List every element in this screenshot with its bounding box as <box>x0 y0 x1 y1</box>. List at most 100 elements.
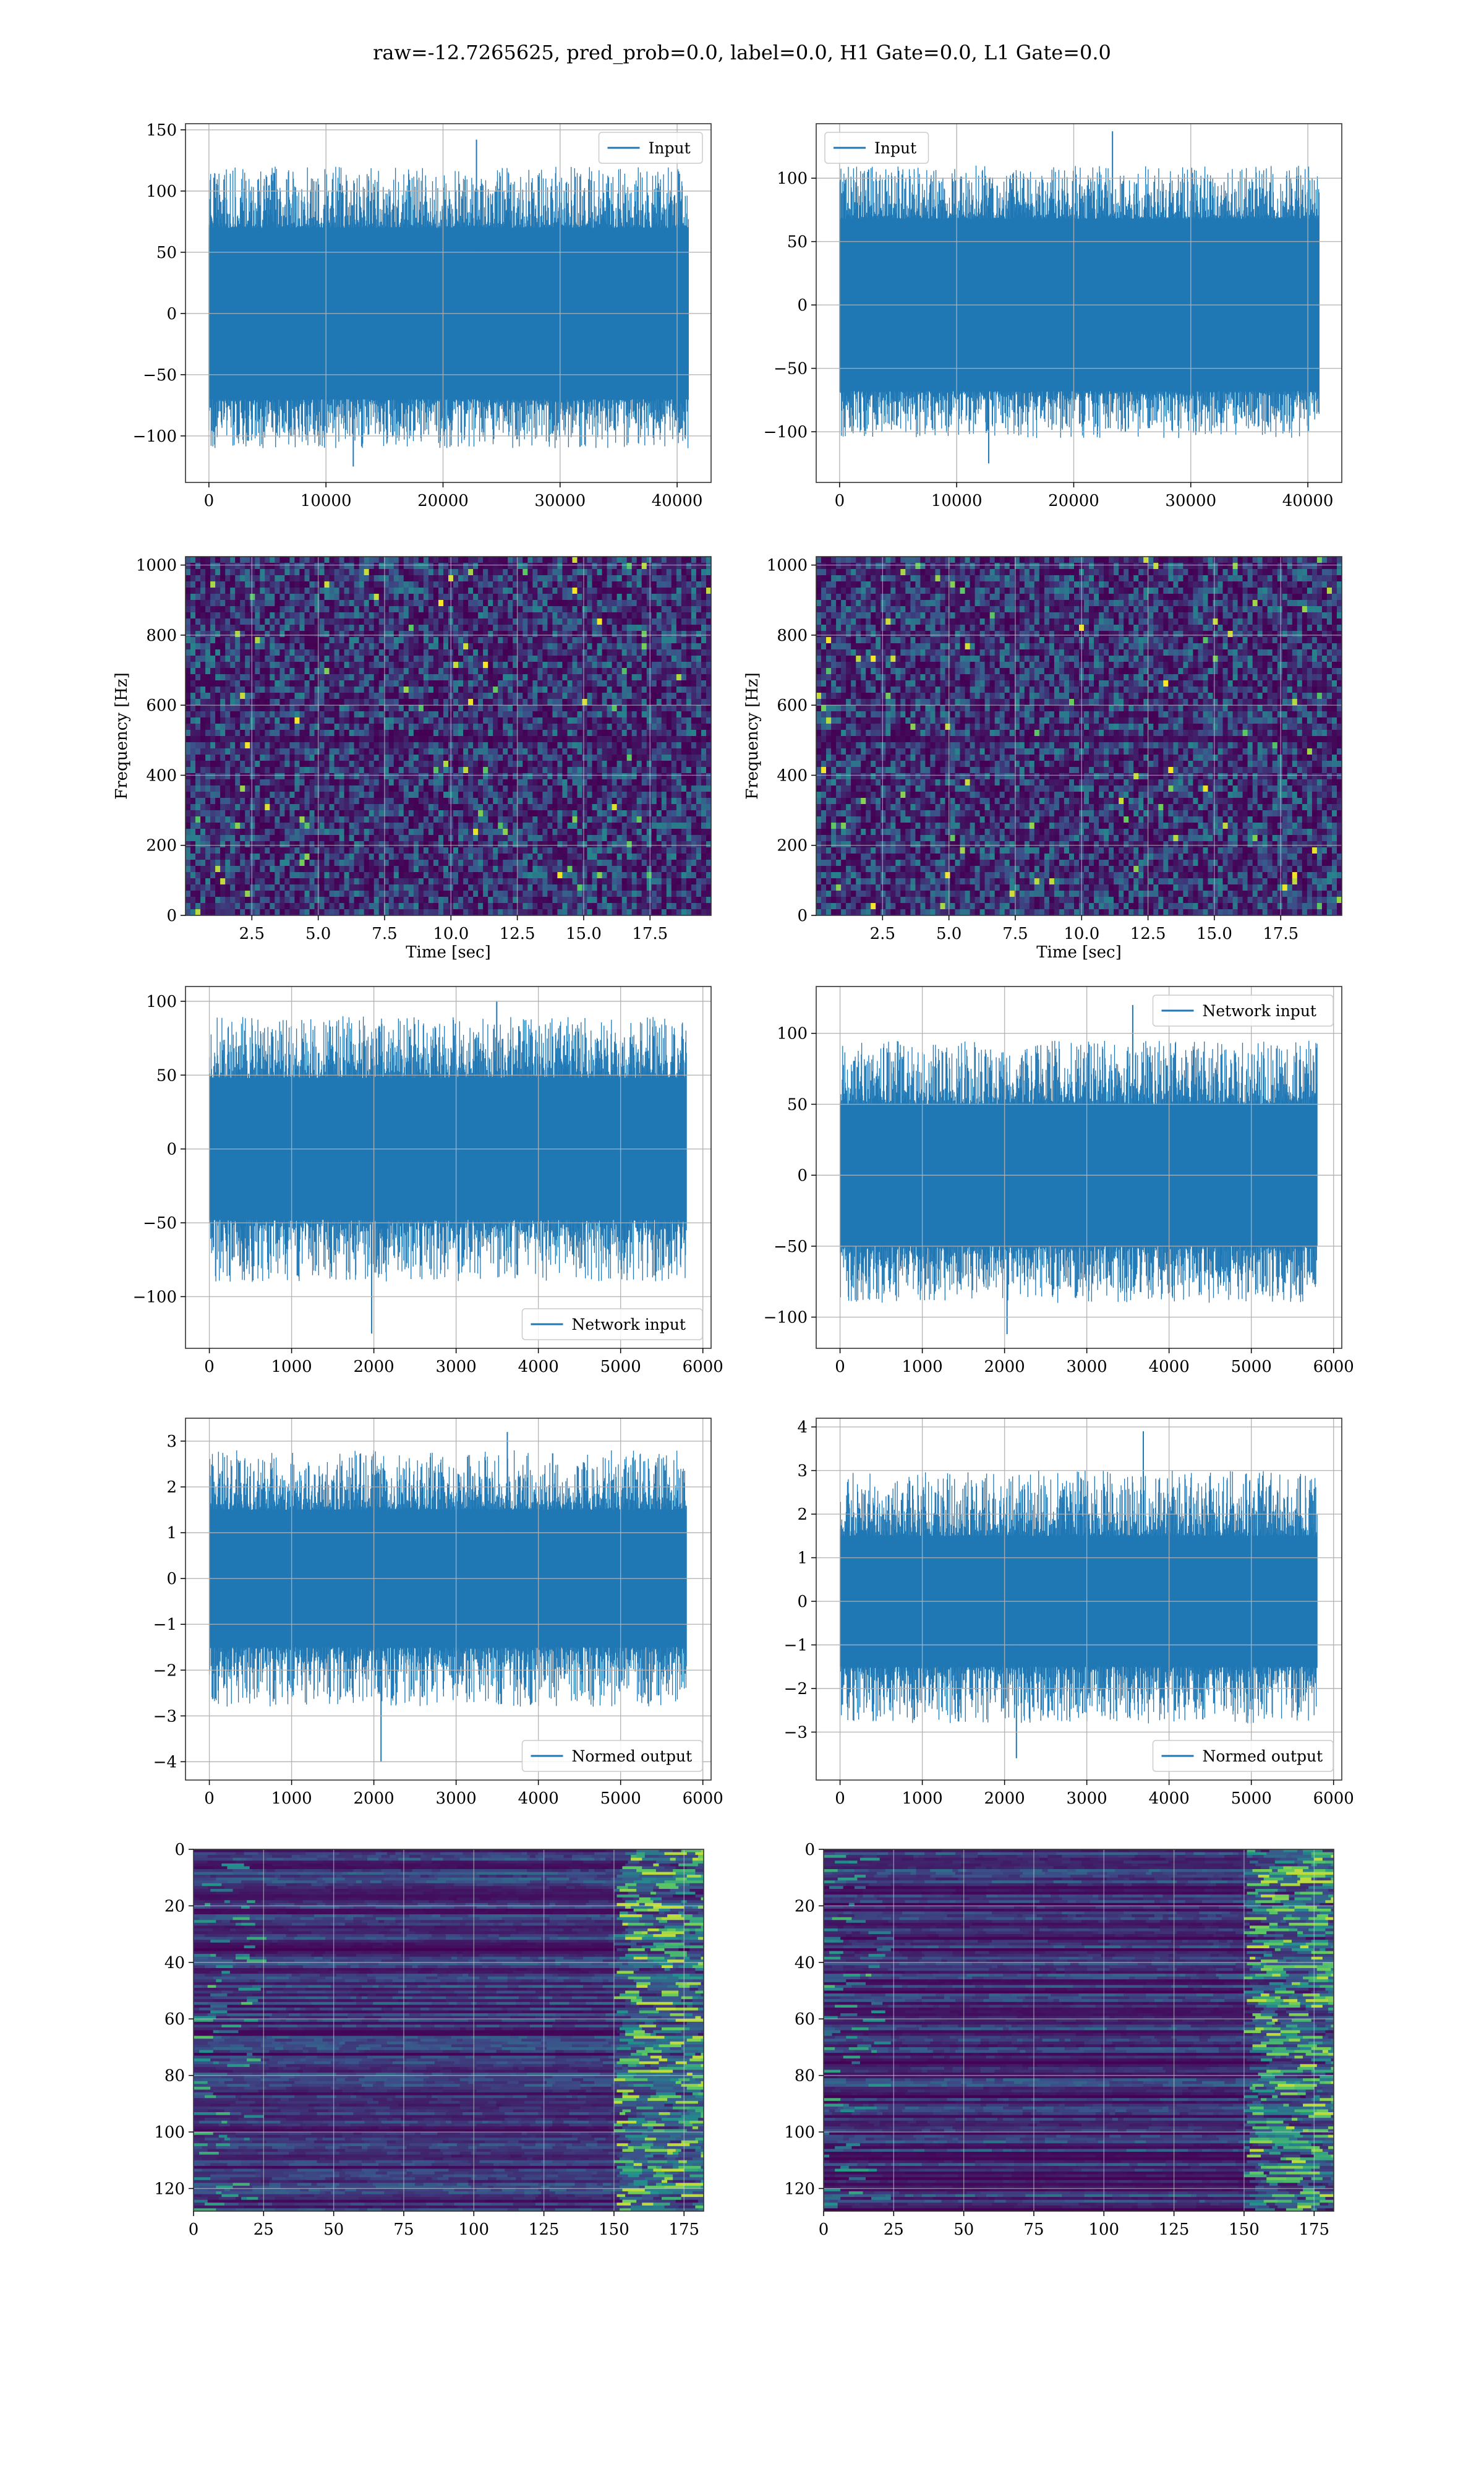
heatmap-cell <box>503 680 508 687</box>
heatmap-cell <box>265 618 270 625</box>
heatmap-cell <box>587 649 593 656</box>
heatmap-cell <box>567 699 573 706</box>
heatmap-cell <box>483 829 488 836</box>
heatmap-cell <box>701 742 707 749</box>
heatmap-cell <box>557 829 563 836</box>
heatmap-cell <box>324 693 330 700</box>
heatmap-cell <box>275 742 280 749</box>
heatmap-cell <box>453 823 459 829</box>
heatmap-cell <box>453 662 459 669</box>
heatmap-cell <box>299 649 305 656</box>
heatmap-cell <box>250 755 255 761</box>
heatmap-cell <box>190 618 196 625</box>
heatmap-cell <box>443 730 449 737</box>
heatmap-cell <box>344 575 350 582</box>
heatmap-cell <box>364 668 370 675</box>
heatmap-cell <box>349 798 355 805</box>
heatmap-cell <box>602 581 608 588</box>
heatmap-cell <box>592 835 598 842</box>
heatmap-cell <box>597 594 603 601</box>
heatmap-cell <box>270 612 275 619</box>
heatmap-cell <box>527 649 533 656</box>
heatmap-cell <box>364 643 370 650</box>
heatmap-cell <box>503 581 508 588</box>
heatmap-cell <box>235 705 241 712</box>
heatmap-cell <box>671 804 677 811</box>
heatmap-cell <box>418 631 424 638</box>
heatmap-cell <box>493 693 498 700</box>
heatmap-cell <box>701 625 707 631</box>
heatmap-cell <box>319 792 325 798</box>
heatmap-cell <box>359 557 365 563</box>
heatmap-cell <box>478 816 484 823</box>
heatmap-cell <box>527 606 533 613</box>
heatmap-cell <box>567 785 573 792</box>
heatmap-cell <box>289 736 295 743</box>
heatmap-cell <box>463 668 469 675</box>
heatmap-cell <box>582 594 588 601</box>
heatmap-cell <box>200 668 206 675</box>
heatmap-cell <box>527 618 533 625</box>
heatmap-cell <box>393 588 399 594</box>
heatmap-cell <box>284 625 290 631</box>
heatmap-cell <box>369 773 375 780</box>
heatmap-cell <box>186 705 191 712</box>
heatmap-cell <box>552 767 558 774</box>
heatmap-cell <box>478 649 484 656</box>
heatmap-cell <box>706 594 711 601</box>
heatmap-cell <box>270 569 275 576</box>
heatmap-cell <box>612 761 618 768</box>
heatmap-cell <box>537 643 543 650</box>
heatmap-cell <box>508 816 513 823</box>
heatmap-cell <box>339 724 345 730</box>
heatmap-cell <box>453 705 459 712</box>
heatmap-cell <box>289 767 295 774</box>
heatmap-cell <box>230 631 236 638</box>
heatmap-cell <box>626 717 633 724</box>
heatmap-cell <box>349 736 355 743</box>
heatmap-cell <box>195 600 201 607</box>
heatmap-cell <box>423 594 429 601</box>
heatmap-cell <box>567 588 573 594</box>
heatmap-cell <box>270 785 275 792</box>
heatmap-cell <box>245 705 250 712</box>
heatmap-cell <box>641 829 647 836</box>
heatmap-cell <box>393 804 399 811</box>
heatmap-cell <box>354 649 360 656</box>
heatmap-cell <box>393 829 399 836</box>
heatmap-cell <box>537 656 543 662</box>
heatmap-cell <box>215 693 221 700</box>
heatmap-cell <box>666 711 672 718</box>
heatmap-cell <box>562 618 568 625</box>
heatmap-cell <box>324 637 330 644</box>
heatmap-cell <box>493 798 498 805</box>
heatmap-cell <box>433 656 439 662</box>
heatmap-cell <box>577 773 583 780</box>
heatmap-cell <box>582 748 588 755</box>
heatmap-cell <box>473 810 479 817</box>
heatmap-cell <box>324 711 330 718</box>
heatmap-cell <box>279 761 285 768</box>
heatmap-cell <box>438 705 444 712</box>
heatmap-cell <box>547 705 553 712</box>
heatmap-cell <box>418 748 424 755</box>
heatmap-cell <box>428 823 434 829</box>
heatmap-cell <box>577 612 583 619</box>
heatmap-cell <box>537 717 543 724</box>
heatmap-cell <box>418 594 424 601</box>
heatmap-cell <box>616 649 623 656</box>
heatmap-cell <box>383 724 390 730</box>
heatmap-cell <box>408 798 414 805</box>
heatmap-cell <box>344 687 350 693</box>
heatmap-cell <box>329 631 335 638</box>
heatmap-cell <box>369 730 375 737</box>
heatmap-cell <box>587 717 593 724</box>
heatmap-cell <box>691 767 697 774</box>
heatmap-cell <box>612 724 618 730</box>
heatmap-cell <box>250 730 255 737</box>
heatmap-cell <box>190 761 196 768</box>
heatmap-cell <box>255 612 260 619</box>
heatmap-cell <box>413 612 419 619</box>
heatmap-cell <box>666 829 672 836</box>
heatmap-cell <box>696 705 702 712</box>
